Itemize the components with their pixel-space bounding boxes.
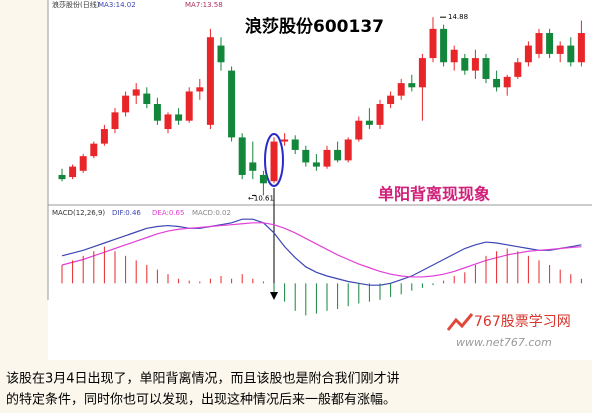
- candle-body: [100, 129, 108, 144]
- candle-body: [291, 139, 299, 150]
- candle-body: [408, 83, 416, 88]
- candle-body: [503, 76, 511, 88]
- candle-body: [185, 91, 193, 121]
- candle-body: [429, 28, 437, 59]
- candle-body: [249, 162, 257, 171]
- candle-body: [259, 174, 267, 184]
- candle-body: [567, 45, 575, 63]
- candle-body: [450, 49, 458, 63]
- candle-body: [90, 143, 98, 157]
- legend-entry: DIF:0.46: [112, 209, 141, 217]
- candle-body: [546, 33, 554, 54]
- candle-body: [397, 83, 405, 96]
- annotation: 单阳背离现现象: [378, 185, 490, 204]
- candle-body: [281, 139, 289, 142]
- candle-body: [365, 120, 373, 125]
- candle-body: [524, 45, 532, 63]
- candle-body: [228, 70, 236, 138]
- candle-body: [58, 174, 66, 180]
- candle-body: [270, 141, 278, 182]
- candle-body: [312, 162, 320, 167]
- ma-label: MA7:13.58: [185, 1, 223, 9]
- candle-body: [206, 37, 214, 125]
- candle-body: [302, 149, 310, 163]
- candle-body: [164, 114, 172, 130]
- logo-url: www.net767.com: [456, 336, 552, 349]
- candle-body: [376, 104, 384, 125]
- candle-body: [132, 89, 140, 96]
- candle-body: [556, 45, 564, 54]
- candle-body: [111, 112, 119, 130]
- ma-label: MA3:14.02: [98, 1, 136, 9]
- candle-body: [535, 33, 543, 54]
- candle-body: [440, 28, 448, 63]
- arrow-head: [270, 292, 278, 300]
- candle-body: [69, 166, 77, 178]
- legend-entry: DEA:0.65: [152, 209, 184, 217]
- candle-body: [79, 156, 87, 171]
- candle-body: [175, 114, 183, 121]
- candle-body: [153, 104, 161, 121]
- candle-body: [418, 58, 426, 88]
- candle-body: [355, 120, 363, 140]
- macd-title: MACD(12,26,9): [52, 209, 105, 217]
- high-label: 14.88: [448, 13, 468, 21]
- caption-line: 的特定条件，同时你也可以发现，出现这种情况后来一般都有涨幅。: [6, 392, 396, 408]
- logo-icon: [446, 313, 474, 331]
- logo-name: 767股票学习网: [474, 314, 571, 330]
- candle-body: [493, 78, 501, 88]
- candle-body: [387, 95, 395, 104]
- candle-body: [514, 62, 522, 77]
- candle-body: [471, 58, 479, 71]
- candle-body: [344, 139, 352, 161]
- macd-line: [61, 222, 582, 278]
- candle-body: [482, 58, 490, 79]
- chart-background: [48, 0, 592, 360]
- low-label: ←10.61: [248, 194, 274, 202]
- candle-body: [143, 93, 151, 104]
- candle-body: [577, 33, 585, 63]
- chart-title: 浪莎股份600137: [245, 16, 384, 37]
- candle-body: [122, 95, 130, 113]
- macd-line: [61, 218, 582, 286]
- stock-label: 浪莎股份(日线): [52, 0, 100, 9]
- candle-body: [323, 149, 331, 167]
- candle-body: [461, 58, 469, 71]
- caption-line: 该股在3月4日出现了，单阳背离情况，而且该股也是附合我们刚才讲: [6, 371, 400, 387]
- candle-body: [196, 87, 204, 92]
- legend-entry: MACD:0.02: [192, 209, 231, 217]
- candle-body: [334, 149, 342, 161]
- candle-body: [238, 137, 246, 175]
- candle-body: [217, 45, 225, 63]
- highlight-ellipse: [264, 133, 284, 187]
